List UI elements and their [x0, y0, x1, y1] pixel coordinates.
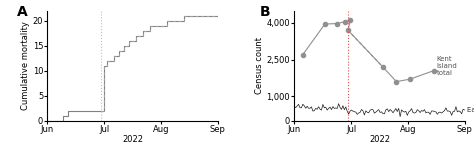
Text: East Beach: East Beach	[467, 107, 474, 113]
X-axis label: 2022: 2022	[369, 135, 390, 144]
Y-axis label: Cumulative mortality: Cumulative mortality	[21, 21, 30, 110]
Text: B: B	[260, 5, 271, 19]
X-axis label: 2022: 2022	[122, 135, 143, 144]
Text: Kent
Island
total: Kent Island total	[437, 56, 457, 76]
Y-axis label: Census count: Census count	[255, 37, 264, 94]
Text: A: A	[17, 5, 27, 19]
